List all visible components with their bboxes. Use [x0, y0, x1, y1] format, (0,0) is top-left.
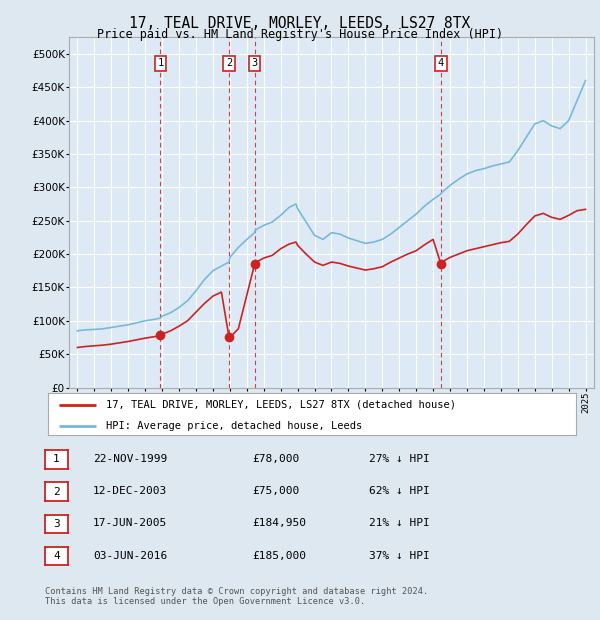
Text: £184,950: £184,950 — [252, 518, 306, 528]
Text: Price paid vs. HM Land Registry's House Price Index (HPI): Price paid vs. HM Land Registry's House … — [97, 28, 503, 41]
Text: £75,000: £75,000 — [252, 486, 299, 496]
Text: 62% ↓ HPI: 62% ↓ HPI — [369, 486, 430, 496]
Text: 21% ↓ HPI: 21% ↓ HPI — [369, 518, 430, 528]
Text: 3: 3 — [53, 519, 60, 529]
Text: £78,000: £78,000 — [252, 454, 299, 464]
Text: 03-JUN-2016: 03-JUN-2016 — [93, 551, 167, 560]
Text: 2: 2 — [226, 58, 232, 68]
Text: 12-DEC-2003: 12-DEC-2003 — [93, 486, 167, 496]
Text: 22-NOV-1999: 22-NOV-1999 — [93, 454, 167, 464]
Text: 1: 1 — [157, 58, 164, 68]
Text: 17, TEAL DRIVE, MORLEY, LEEDS, LS27 8TX (detached house): 17, TEAL DRIVE, MORLEY, LEEDS, LS27 8TX … — [106, 400, 456, 410]
Text: 3: 3 — [251, 58, 258, 68]
Text: 17-JUN-2005: 17-JUN-2005 — [93, 518, 167, 528]
Text: HPI: Average price, detached house, Leeds: HPI: Average price, detached house, Leed… — [106, 421, 362, 431]
Text: 17, TEAL DRIVE, MORLEY, LEEDS, LS27 8TX: 17, TEAL DRIVE, MORLEY, LEEDS, LS27 8TX — [130, 16, 470, 30]
Text: 4: 4 — [53, 551, 60, 561]
Text: £185,000: £185,000 — [252, 551, 306, 560]
Text: 37% ↓ HPI: 37% ↓ HPI — [369, 551, 430, 560]
Text: 2: 2 — [53, 487, 60, 497]
Text: Contains HM Land Registry data © Crown copyright and database right 2024.
This d: Contains HM Land Registry data © Crown c… — [45, 587, 428, 606]
Text: 1: 1 — [53, 454, 60, 464]
Text: 27% ↓ HPI: 27% ↓ HPI — [369, 454, 430, 464]
Text: 4: 4 — [438, 58, 444, 68]
